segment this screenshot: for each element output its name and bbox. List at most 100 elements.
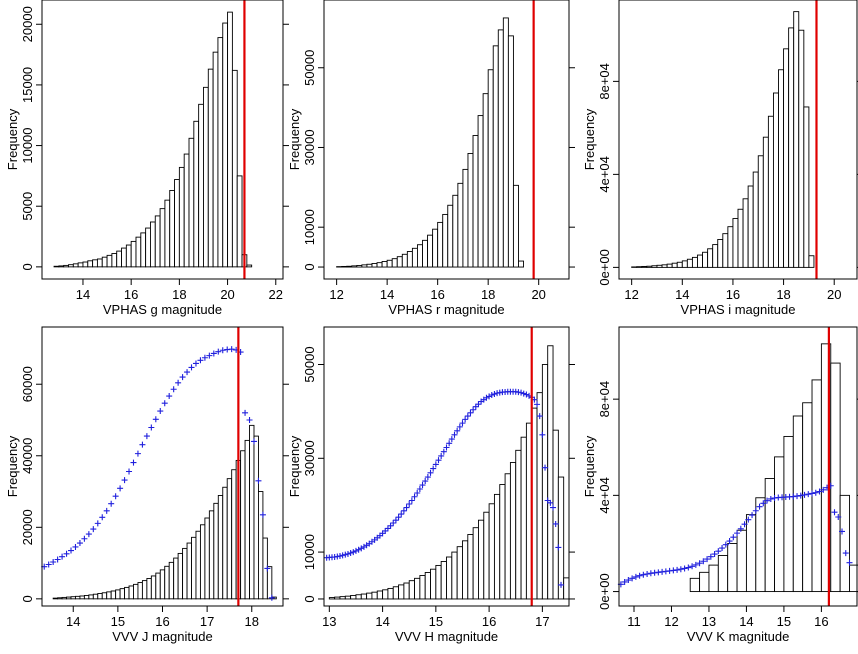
histogram-bar bbox=[541, 364, 549, 600]
cumulative-point bbox=[555, 544, 562, 551]
histogram-bar bbox=[381, 261, 388, 268]
histogram-bar bbox=[164, 199, 171, 268]
x-tick-label: 14 bbox=[375, 614, 389, 629]
histogram-bar bbox=[128, 585, 134, 600]
histogram-bar bbox=[344, 595, 352, 600]
cumulative-point bbox=[644, 571, 651, 578]
x-tick-label: 16 bbox=[155, 614, 169, 629]
histogram-bar bbox=[745, 514, 757, 593]
histogram-bar bbox=[403, 582, 410, 600]
histogram-panel-1: 14 16 18 20 22 0 5000 10000 15000 20000 VPHAS g ma… bbox=[5, 0, 289, 317]
histogram-bar bbox=[793, 11, 800, 268]
cumulative-point bbox=[268, 594, 275, 601]
histogram-bar bbox=[70, 596, 76, 600]
histogram-bar bbox=[115, 589, 121, 600]
y-tick-label: 20000 bbox=[20, 6, 35, 42]
histogram-bar bbox=[757, 155, 764, 268]
cumulative-point bbox=[722, 541, 729, 548]
histogram-bar bbox=[208, 510, 215, 600]
histogram-bar bbox=[808, 255, 815, 268]
histogram-bar bbox=[145, 227, 151, 268]
histogram-bar bbox=[699, 571, 710, 593]
cumulative-point bbox=[764, 497, 771, 504]
cumulative-point bbox=[350, 549, 357, 556]
cumulative-point bbox=[264, 565, 271, 572]
histogram-bar bbox=[676, 261, 683, 268]
histogram-bar bbox=[557, 476, 565, 600]
cumulative-point bbox=[85, 531, 92, 538]
histogram-bar bbox=[334, 596, 341, 600]
x-tick-label: 17 bbox=[535, 614, 549, 629]
histogram-bar bbox=[217, 495, 224, 600]
cumulative-point bbox=[454, 427, 461, 434]
histogram-bar bbox=[249, 424, 255, 600]
histogram-bar bbox=[417, 244, 423, 268]
histogram-bar bbox=[691, 256, 698, 268]
histogram-bar bbox=[477, 115, 484, 268]
histogram-bar bbox=[419, 575, 426, 600]
histogram-bar bbox=[515, 449, 522, 600]
histogram-bar bbox=[422, 239, 429, 268]
histogram-bar bbox=[68, 264, 74, 268]
cumulative-point bbox=[443, 444, 450, 451]
histogram-bar bbox=[456, 546, 463, 600]
histogram-bar bbox=[222, 486, 228, 600]
cumulative-point bbox=[475, 401, 482, 408]
cumulative-point bbox=[206, 352, 213, 359]
histogram-bar bbox=[141, 580, 148, 600]
x-tick-label: 18 bbox=[481, 287, 495, 302]
histogram-bar bbox=[328, 597, 336, 600]
histogram-bar bbox=[487, 69, 494, 268]
x-tick-label: 20 bbox=[220, 287, 234, 302]
histogram-bar bbox=[72, 263, 79, 268]
cumulative-point bbox=[719, 545, 726, 552]
cumulative-point bbox=[90, 526, 97, 533]
cumulative-point bbox=[552, 520, 559, 527]
histogram-bar bbox=[174, 179, 180, 268]
histogram-bar bbox=[391, 258, 398, 268]
cumulative-point bbox=[403, 504, 410, 511]
cumulative-point bbox=[488, 391, 495, 398]
y-tick-label: 30000 bbox=[302, 440, 317, 476]
x-tick-label: 15 bbox=[429, 614, 443, 629]
cumulative-point bbox=[45, 561, 52, 568]
cumulative-point bbox=[689, 563, 696, 570]
histogram-bar bbox=[386, 259, 393, 268]
y-tick-label: 0e+00 bbox=[597, 249, 612, 286]
cumulative-point bbox=[54, 556, 61, 563]
histogram-bar bbox=[401, 253, 408, 268]
histogram-bar bbox=[125, 244, 132, 268]
histogram-bar bbox=[803, 106, 810, 268]
cumulative-point bbox=[462, 416, 469, 423]
cumulative-point bbox=[157, 408, 164, 415]
y-tick-label: 8e+04 bbox=[597, 381, 612, 418]
cumulative-point bbox=[148, 424, 155, 431]
x-tick-label: 12 bbox=[624, 287, 638, 302]
histogram-bar bbox=[75, 595, 81, 600]
histogram-bar bbox=[547, 345, 554, 600]
histogram-bar bbox=[656, 264, 663, 268]
cumulative-point bbox=[108, 500, 115, 507]
x-tick-label: 17 bbox=[200, 614, 214, 629]
cumulative-point bbox=[382, 527, 389, 534]
histogram-bar bbox=[666, 263, 673, 268]
cumulative-point bbox=[459, 420, 466, 427]
cumulative-point bbox=[68, 547, 75, 554]
cumulative-point bbox=[179, 374, 186, 381]
histogram-bar bbox=[355, 594, 362, 600]
cumulative-point bbox=[734, 530, 741, 537]
y-tick-label: 5000 bbox=[20, 192, 35, 221]
cumulative-point bbox=[358, 545, 365, 552]
cumulative-point bbox=[384, 525, 391, 532]
histogram-bar bbox=[116, 250, 122, 268]
histogram-bar bbox=[101, 592, 108, 600]
histogram-bar bbox=[697, 254, 703, 268]
cumulative-point bbox=[685, 564, 692, 571]
x-tick-label: 12 bbox=[664, 614, 678, 629]
histogram-bar bbox=[350, 595, 357, 600]
cumulative-point bbox=[797, 492, 804, 499]
x-axis-label: VVV K magnitude bbox=[687, 629, 790, 644]
x-tick-label: 16 bbox=[482, 614, 496, 629]
histogram-bar bbox=[146, 578, 152, 600]
x-tick-label: 16 bbox=[430, 287, 444, 302]
